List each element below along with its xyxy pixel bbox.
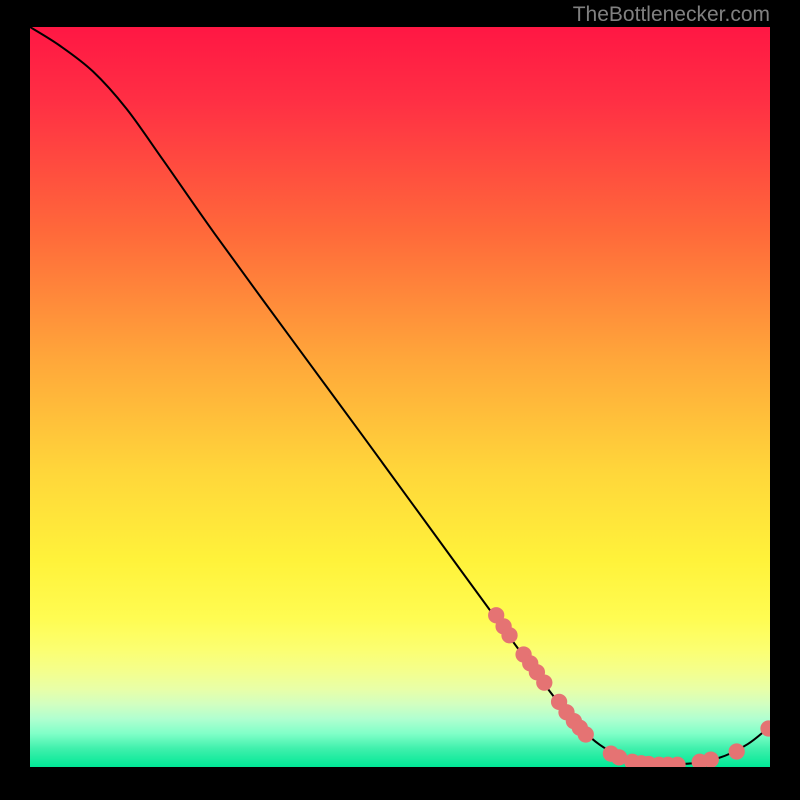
data-marker [578, 726, 594, 742]
chart-container: TheBottlenecker.com [0, 0, 800, 800]
data-marker [729, 743, 745, 759]
plot-area [30, 27, 770, 767]
watermark-text: TheBottlenecker.com [573, 3, 770, 27]
gradient-background [30, 27, 770, 767]
data-marker [536, 675, 552, 691]
data-marker [501, 627, 517, 643]
data-marker [703, 751, 719, 767]
chart-svg [30, 27, 770, 767]
